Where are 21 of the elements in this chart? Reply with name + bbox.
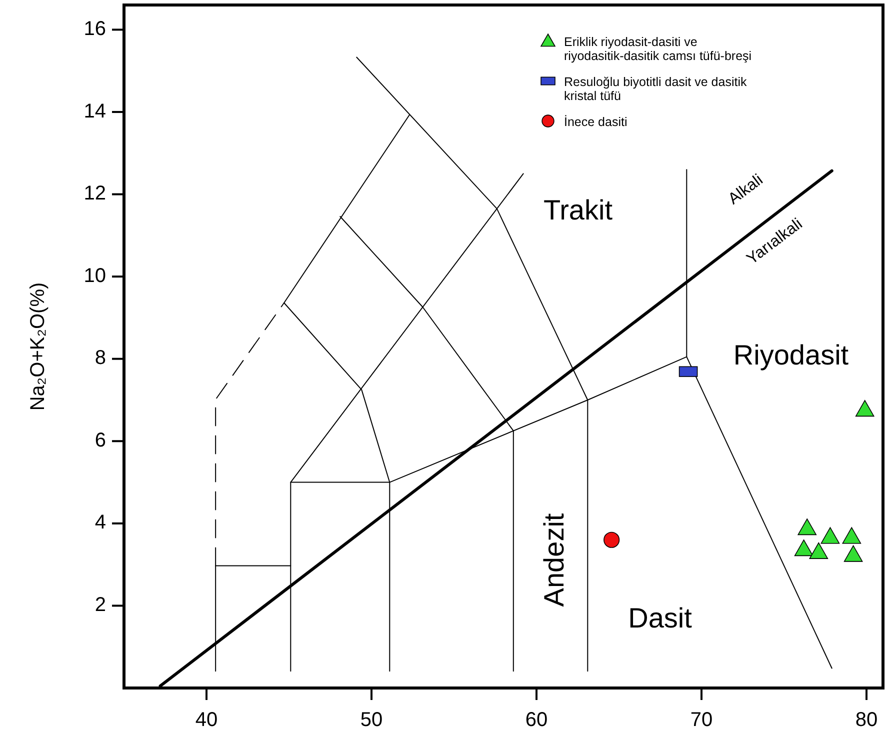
x-tick-label: 60 (525, 709, 548, 731)
y-tick-label: 10 (84, 264, 106, 287)
legend-label: İnece dasiti (564, 115, 628, 129)
y-tick-label: 16 (84, 18, 106, 40)
x-tick-label: 70 (690, 709, 713, 731)
legend-label: Eriklik riyodasit-dasiti ve riyodasitik-dasitik camsı tüfü-breşi (564, 35, 752, 63)
y-tick-label: 8 (94, 347, 106, 370)
x-tick-label: 50 (360, 709, 383, 731)
y-axis-title: Na₂O+K₂O(%) (27, 282, 49, 411)
x-tick-label: 40 (195, 709, 218, 731)
annotation: Riyodasit (733, 339, 849, 370)
annotation: Andezit (538, 513, 570, 607)
annotation: Dasit (628, 602, 692, 634)
y-tick-label: 14 (84, 100, 106, 122)
y-tick-label: 12 (84, 182, 106, 205)
x-tick-label: 80 (855, 709, 878, 731)
y-tick-label: 4 (94, 512, 106, 534)
y-tick-label: 6 (94, 429, 106, 452)
y-tick-label: 2 (94, 594, 106, 616)
legend-label: Resuloğlu biyotitli dasit ve dasitik kristal tüfü (564, 75, 748, 103)
annotation: Trakit (544, 194, 613, 226)
